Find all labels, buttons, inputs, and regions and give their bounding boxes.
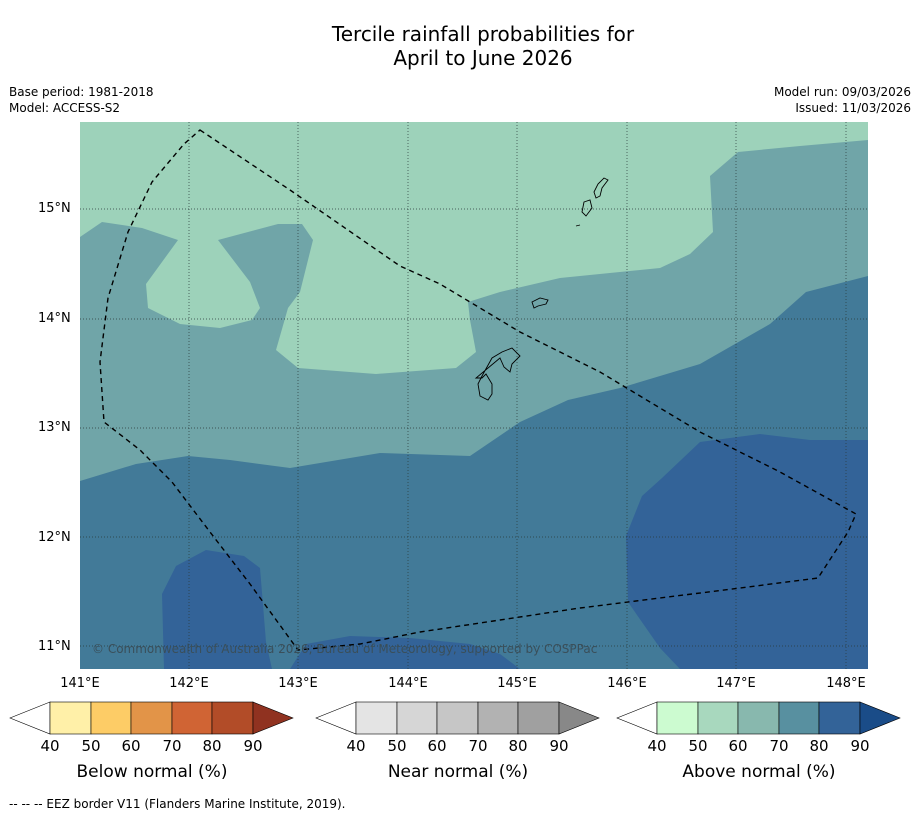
model-run: Model run: 09/03/2026: [773, 85, 911, 99]
map-area: [80, 122, 868, 669]
graticule: [80, 122, 868, 669]
model-name: Model: ACCESS-S2: [9, 101, 121, 115]
copyright-notice: © Commonwealth of Australia 2026, Bureau…: [92, 642, 598, 656]
eez-footnote: -- -- -- EEZ border V11 (Flanders Marine…: [9, 797, 346, 811]
base-period: Base period: 1981-2018: [9, 85, 154, 99]
meta-left: Base period: 1981-2018 Model: ACCESS-S2: [9, 84, 154, 116]
below-swatch-80: [211, 701, 254, 735]
near-tick-40: 40: [346, 737, 366, 755]
near-normal-label: Near normal (%): [387, 762, 529, 782]
near-tick-50: 50: [387, 737, 407, 755]
island-tinian: [581, 199, 593, 217]
region-70-80-southwest: [162, 550, 272, 669]
below-tick-90: 90: [243, 737, 263, 755]
below-high-arrow: [252, 701, 294, 735]
islands: [474, 177, 609, 401]
above-tick-60: 60: [728, 737, 748, 755]
map-title: Tercile rainfall probabilities for April…: [0, 22, 919, 70]
near-swatch-60: [436, 701, 479, 735]
colorbar-above: [616, 701, 901, 735]
issued-date: Issued: 11/03/2026: [795, 101, 911, 115]
above-swatch-70: [778, 701, 820, 735]
near-swatch-40: [355, 701, 398, 735]
near-swatch-80: [517, 701, 560, 735]
map-svg: [80, 122, 868, 669]
island-rota: [531, 297, 549, 309]
lon-label-146: 146°E: [607, 676, 647, 691]
below-tick-70: 70: [162, 737, 182, 755]
below-swatch-50: [90, 701, 132, 735]
above-tick-90: 90: [850, 737, 870, 755]
eez-border: [99, 129, 857, 651]
below-tick-60: 60: [121, 737, 141, 755]
lat-label-11: 11°N: [38, 639, 71, 654]
lon-label-143: 143°E: [278, 676, 318, 691]
lat-label-15: 15°N: [38, 201, 71, 216]
above-swatch-60: [737, 701, 780, 735]
meta-right: Model run: 09/03/2026 Issued: 11/03/2026: [774, 84, 911, 116]
above-swatch-50: [697, 701, 739, 735]
near-swatch-70: [477, 701, 519, 735]
above-swatch-80: [818, 701, 861, 735]
above-swatch-40: [656, 701, 699, 735]
near-high-arrow: [558, 701, 600, 735]
above-tick-40: 40: [647, 737, 667, 755]
above-high-arrow: [859, 701, 901, 735]
above-tick-80: 80: [809, 737, 829, 755]
above-normal-label: Above normal (%): [682, 762, 836, 782]
title-line-2: April to June 2026: [393, 46, 573, 70]
above-low-arrow: [616, 701, 658, 735]
near-tick-70: 70: [468, 737, 488, 755]
region-70-80-east: [626, 434, 868, 669]
near-tick-60: 60: [427, 737, 447, 755]
below-swatch-40: [49, 701, 92, 735]
above-tick-50: 50: [688, 737, 708, 755]
near-low-arrow: [315, 701, 357, 735]
title-line-1: Tercile rainfall probabilities for: [331, 22, 635, 46]
below-swatch-60: [130, 701, 173, 735]
below-tick-80: 80: [202, 737, 222, 755]
island-saipan: [593, 177, 609, 199]
below-swatch-70: [171, 701, 213, 735]
lon-label-145: 145°E: [497, 676, 537, 691]
region-70-80-south: [290, 636, 520, 669]
lon-label-148: 148°E: [826, 676, 866, 691]
island-aguijan: [575, 224, 581, 227]
lat-label-14: 14°N: [38, 311, 71, 326]
lon-label-141: 141°E: [60, 676, 100, 691]
lon-label-144: 144°E: [388, 676, 428, 691]
colorbars: [9, 701, 901, 735]
below-normal-label: Below normal (%): [76, 762, 228, 782]
colorbar-below: [9, 701, 294, 735]
below-low-arrow: [9, 701, 51, 735]
below-tick-40: 40: [40, 737, 60, 755]
near-swatch-50: [396, 701, 438, 735]
lat-label-12: 12°N: [38, 530, 71, 545]
island-guam: [474, 347, 521, 401]
lon-label-147: 147°E: [716, 676, 756, 691]
lon-label-142: 142°E: [169, 676, 209, 691]
above-tick-70: 70: [769, 737, 789, 755]
near-tick-80: 80: [508, 737, 528, 755]
below-tick-50: 50: [81, 737, 101, 755]
colorbar-near: [315, 701, 600, 735]
lat-label-13: 13°N: [38, 420, 71, 435]
near-tick-90: 90: [549, 737, 569, 755]
